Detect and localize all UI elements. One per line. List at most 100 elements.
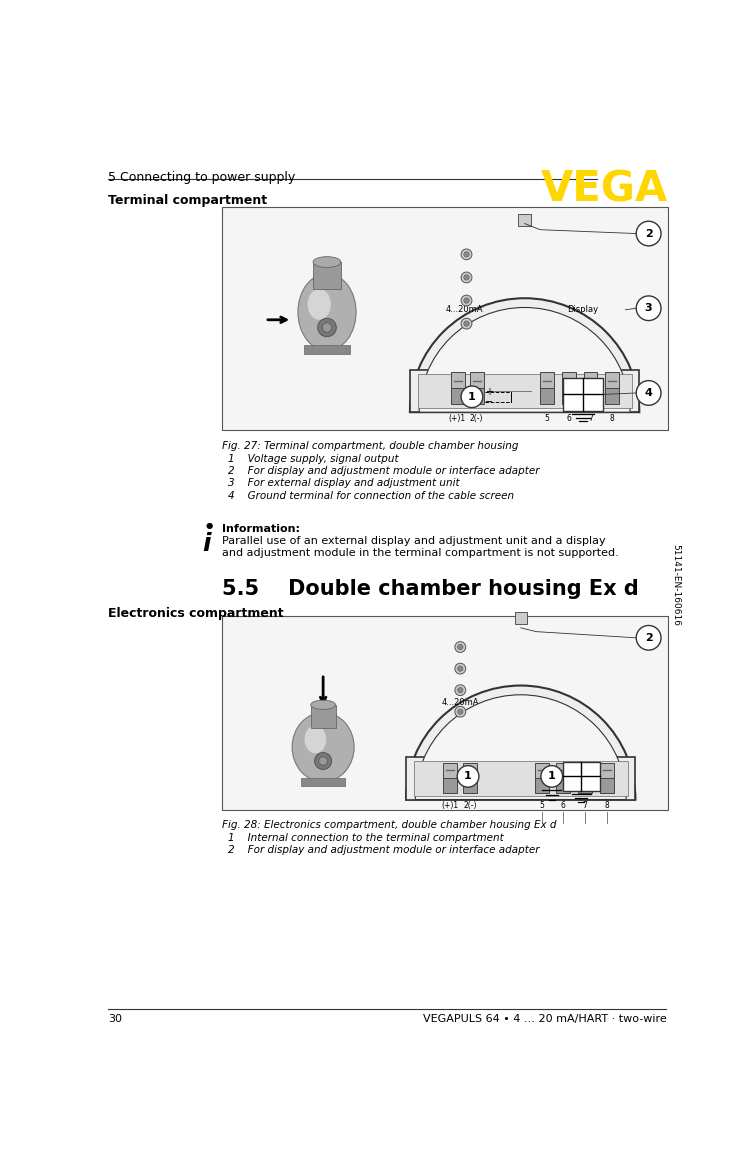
Text: 2: 2 (645, 633, 652, 643)
Circle shape (461, 295, 472, 305)
Text: 30: 30 (108, 1014, 122, 1024)
Circle shape (455, 685, 466, 695)
Text: (+)1: (+)1 (448, 414, 466, 422)
Circle shape (457, 644, 463, 650)
Bar (562, 389, 576, 405)
Circle shape (637, 296, 661, 320)
Bar (451, 389, 465, 405)
Circle shape (322, 323, 332, 332)
Bar (406, 757, 636, 799)
Bar (222, 207, 668, 430)
Text: Electronics compartment: Electronics compartment (108, 607, 284, 620)
Bar (451, 373, 465, 389)
Circle shape (463, 251, 469, 257)
Text: VEGAPULS 64 • 4 … 20 mA/HART · two-wire: VEGAPULS 64 • 4 … 20 mA/HART · two-wire (423, 1014, 667, 1024)
Circle shape (637, 626, 661, 650)
Text: 3    For external display and adjustment unit: 3 For external display and adjustment un… (228, 478, 460, 488)
Text: (+)1: (+)1 (442, 801, 459, 810)
Bar (584, 373, 597, 389)
Bar (470, 389, 485, 405)
Bar (417, 374, 631, 408)
Text: i: i (203, 531, 211, 555)
Text: Parallel use of an external display and adjustment unit and a display
and adjust: Parallel use of an external display and … (222, 536, 619, 558)
Text: 4...20mA: 4...20mA (442, 698, 479, 707)
Circle shape (461, 272, 472, 282)
Bar (519, 214, 531, 226)
Bar (562, 373, 576, 389)
Text: ●: ● (206, 521, 213, 530)
Text: 8: 8 (604, 801, 609, 810)
Text: 5 Connecting to power supply: 5 Connecting to power supply (108, 171, 296, 184)
Ellipse shape (311, 700, 336, 709)
Text: Fig. 27: Terminal compartment, double chamber housing: Fig. 27: Terminal compartment, double ch… (222, 441, 519, 451)
Bar (443, 778, 457, 794)
Bar (584, 389, 597, 405)
Text: 7: 7 (583, 801, 587, 810)
Text: 2: 2 (645, 229, 652, 238)
Bar (534, 778, 549, 794)
Circle shape (319, 757, 327, 765)
Circle shape (461, 386, 483, 407)
Bar (556, 762, 570, 778)
Text: 5: 5 (544, 414, 550, 422)
Circle shape (457, 666, 463, 671)
Bar (578, 778, 592, 794)
Ellipse shape (305, 725, 327, 753)
Text: 6: 6 (566, 414, 572, 422)
Circle shape (455, 706, 466, 717)
Text: +: + (485, 388, 493, 397)
Bar (534, 762, 549, 778)
Text: 1: 1 (464, 772, 472, 781)
Bar (600, 778, 614, 794)
Bar (463, 762, 477, 778)
Text: Terminal compartment: Terminal compartment (108, 194, 268, 207)
Circle shape (461, 249, 472, 259)
Text: Information:: Information: (222, 524, 300, 533)
Text: 1: 1 (548, 772, 556, 781)
Text: 51141-EN-160616: 51141-EN-160616 (671, 545, 680, 626)
Ellipse shape (292, 713, 354, 782)
Bar (540, 389, 554, 405)
Text: 4: 4 (645, 388, 652, 398)
Text: 3: 3 (645, 303, 652, 314)
Circle shape (463, 274, 469, 280)
Wedge shape (410, 299, 640, 412)
Text: 2(-): 2(-) (469, 414, 483, 422)
Circle shape (455, 642, 466, 653)
Ellipse shape (298, 273, 356, 351)
Text: 1    Internal connection to the terminal compartment: 1 Internal connection to the terminal co… (228, 833, 503, 842)
Circle shape (314, 752, 332, 769)
Text: 7: 7 (588, 414, 593, 422)
Text: 4    Ground terminal for connection of the cable screen: 4 Ground terminal for connection of the … (228, 491, 514, 501)
Text: 5.5    Double chamber housing Ex d: 5.5 Double chamber housing Ex d (222, 580, 639, 599)
Circle shape (455, 663, 466, 675)
Bar (463, 778, 477, 794)
Bar (562, 378, 603, 411)
Bar (606, 389, 619, 405)
Bar (414, 761, 627, 796)
Circle shape (637, 381, 661, 405)
Bar (562, 761, 600, 791)
Bar (606, 373, 619, 389)
Text: −: − (485, 397, 493, 407)
Bar (222, 617, 668, 810)
Bar (313, 261, 341, 289)
Text: Fig. 28: Electronics compartment, double chamber housing Ex d: Fig. 28: Electronics compartment, double… (222, 819, 557, 830)
Bar (600, 762, 614, 778)
Circle shape (457, 766, 479, 787)
Text: 2    For display and adjustment module or interface adapter: 2 For display and adjustment module or i… (228, 845, 539, 855)
Ellipse shape (308, 289, 331, 319)
Bar (443, 762, 457, 778)
Text: 4...20mA: 4...20mA (445, 305, 483, 315)
Bar (304, 345, 350, 354)
Bar (515, 612, 527, 624)
Ellipse shape (313, 257, 341, 267)
Text: Display: Display (567, 305, 598, 315)
Circle shape (318, 318, 336, 337)
Bar (556, 778, 570, 794)
Circle shape (457, 709, 463, 714)
Bar (311, 705, 336, 728)
Circle shape (637, 221, 661, 246)
Bar (540, 373, 554, 389)
Text: 1    Voltage supply, signal output: 1 Voltage supply, signal output (228, 454, 398, 464)
